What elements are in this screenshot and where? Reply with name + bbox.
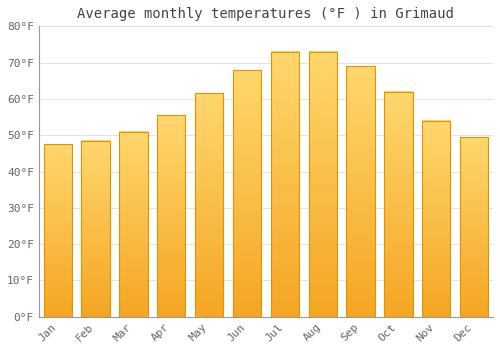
Bar xyxy=(270,52,299,317)
Bar xyxy=(308,52,337,317)
Bar xyxy=(460,137,488,317)
Bar xyxy=(422,121,450,317)
Bar xyxy=(82,141,110,317)
Bar xyxy=(157,115,186,317)
Bar xyxy=(119,132,148,317)
Bar xyxy=(233,70,261,317)
Bar xyxy=(384,92,412,317)
Bar xyxy=(44,144,72,317)
Bar xyxy=(346,66,375,317)
Title: Average monthly temperatures (°F ) in Grimaud: Average monthly temperatures (°F ) in Gr… xyxy=(78,7,454,21)
Bar xyxy=(195,93,224,317)
